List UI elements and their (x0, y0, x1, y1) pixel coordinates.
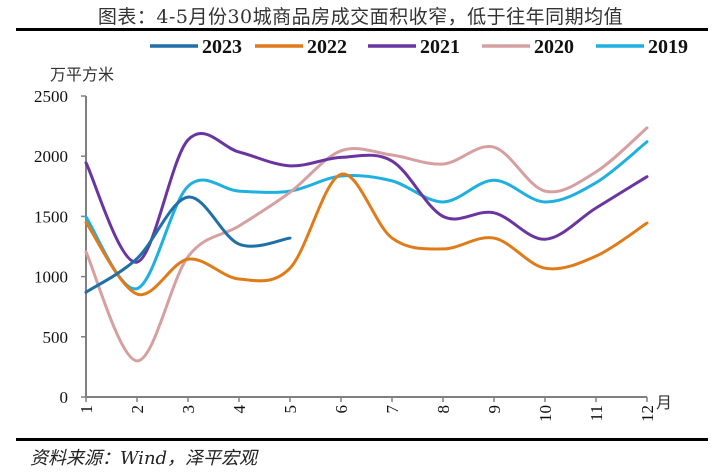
x-tick-label: 9 (485, 405, 504, 414)
series-line-2020 (84, 126, 649, 363)
x-tick-label: 4 (230, 405, 249, 414)
y-tick-label: 500 (43, 328, 69, 347)
y-tick-label: 2000 (34, 147, 68, 166)
legend-label-2023: 2023 (202, 36, 242, 58)
x-tick-label: 8 (434, 405, 453, 414)
y-tick-label: 0 (60, 388, 69, 407)
x-tick-label: 7 (383, 405, 402, 414)
x-tick-label: 6 (332, 405, 351, 414)
y-tick-label: 1500 (34, 207, 68, 226)
y-axis-unit-label: 万平方米 (50, 65, 114, 84)
legend-label-2020: 2020 (534, 36, 574, 58)
y-axis: 0 500 1000 1500 2000 2500 (34, 87, 87, 407)
legend-label-2021: 2021 (420, 36, 460, 58)
x-tick-label: 3 (179, 405, 198, 414)
bottom-divider (16, 438, 708, 441)
series-line-2019 (84, 140, 649, 291)
x-tick-label: 5 (281, 405, 300, 414)
source-note: 资料来源：Wind，泽平宏观 (30, 448, 258, 469)
x-tick-label: 11 (587, 405, 606, 421)
chart-legend: 2023 2022 2021 2020 2019 (150, 36, 688, 58)
y-tick-label: 1000 (34, 268, 68, 287)
legend-label-2019: 2019 (648, 36, 688, 58)
x-tick-label: 10 (536, 405, 555, 422)
series-line-2022 (84, 172, 649, 297)
series-line-2021 (84, 132, 649, 264)
y-tick-label: 2500 (34, 87, 68, 106)
x-tick-label: 12 (638, 405, 657, 422)
legend-label-2022: 2022 (307, 36, 347, 58)
chart-title: 图表：4-5月份30城商品房成交面积收窄，低于往年同期均值 (97, 6, 624, 28)
x-axis: 1 2 3 4 5 6 7 8 9 10 11 12 (77, 396, 657, 422)
series-lines (84, 126, 649, 363)
x-tick-label: 1 (77, 405, 96, 414)
x-tick-label: 2 (128, 405, 147, 414)
series-line-2023 (84, 195, 292, 294)
top-divider (16, 28, 708, 31)
x-axis-unit-label: 月 (656, 393, 672, 412)
